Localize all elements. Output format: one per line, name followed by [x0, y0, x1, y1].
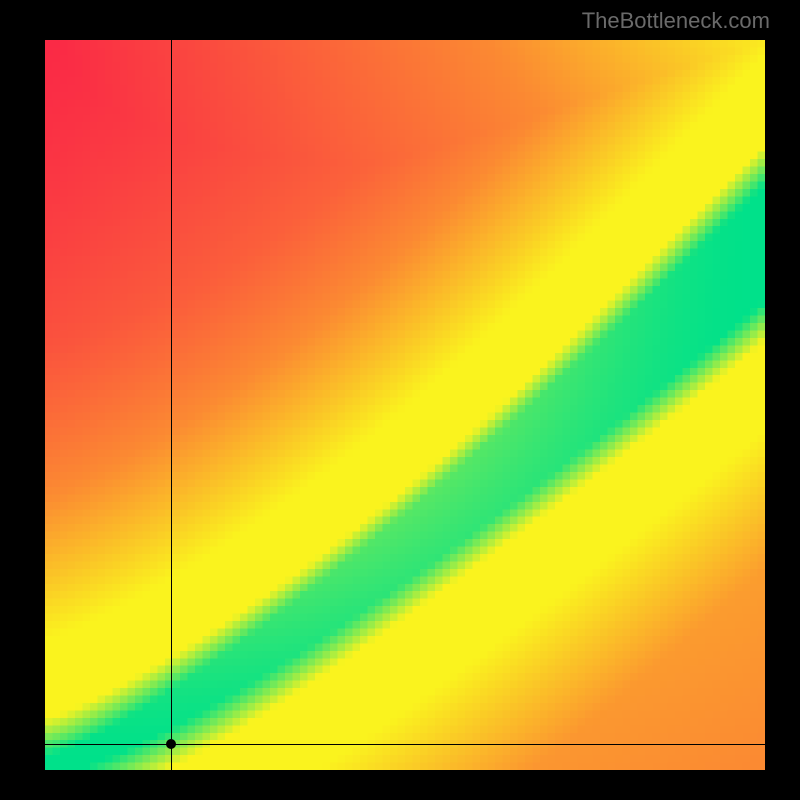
crosshair-vertical-line [171, 40, 172, 770]
plot-area [45, 40, 765, 770]
heatmap-canvas [45, 40, 765, 770]
marker-dot [166, 739, 176, 749]
watermark-text: TheBottleneck.com [582, 8, 770, 34]
crosshair-horizontal-line [45, 744, 765, 745]
